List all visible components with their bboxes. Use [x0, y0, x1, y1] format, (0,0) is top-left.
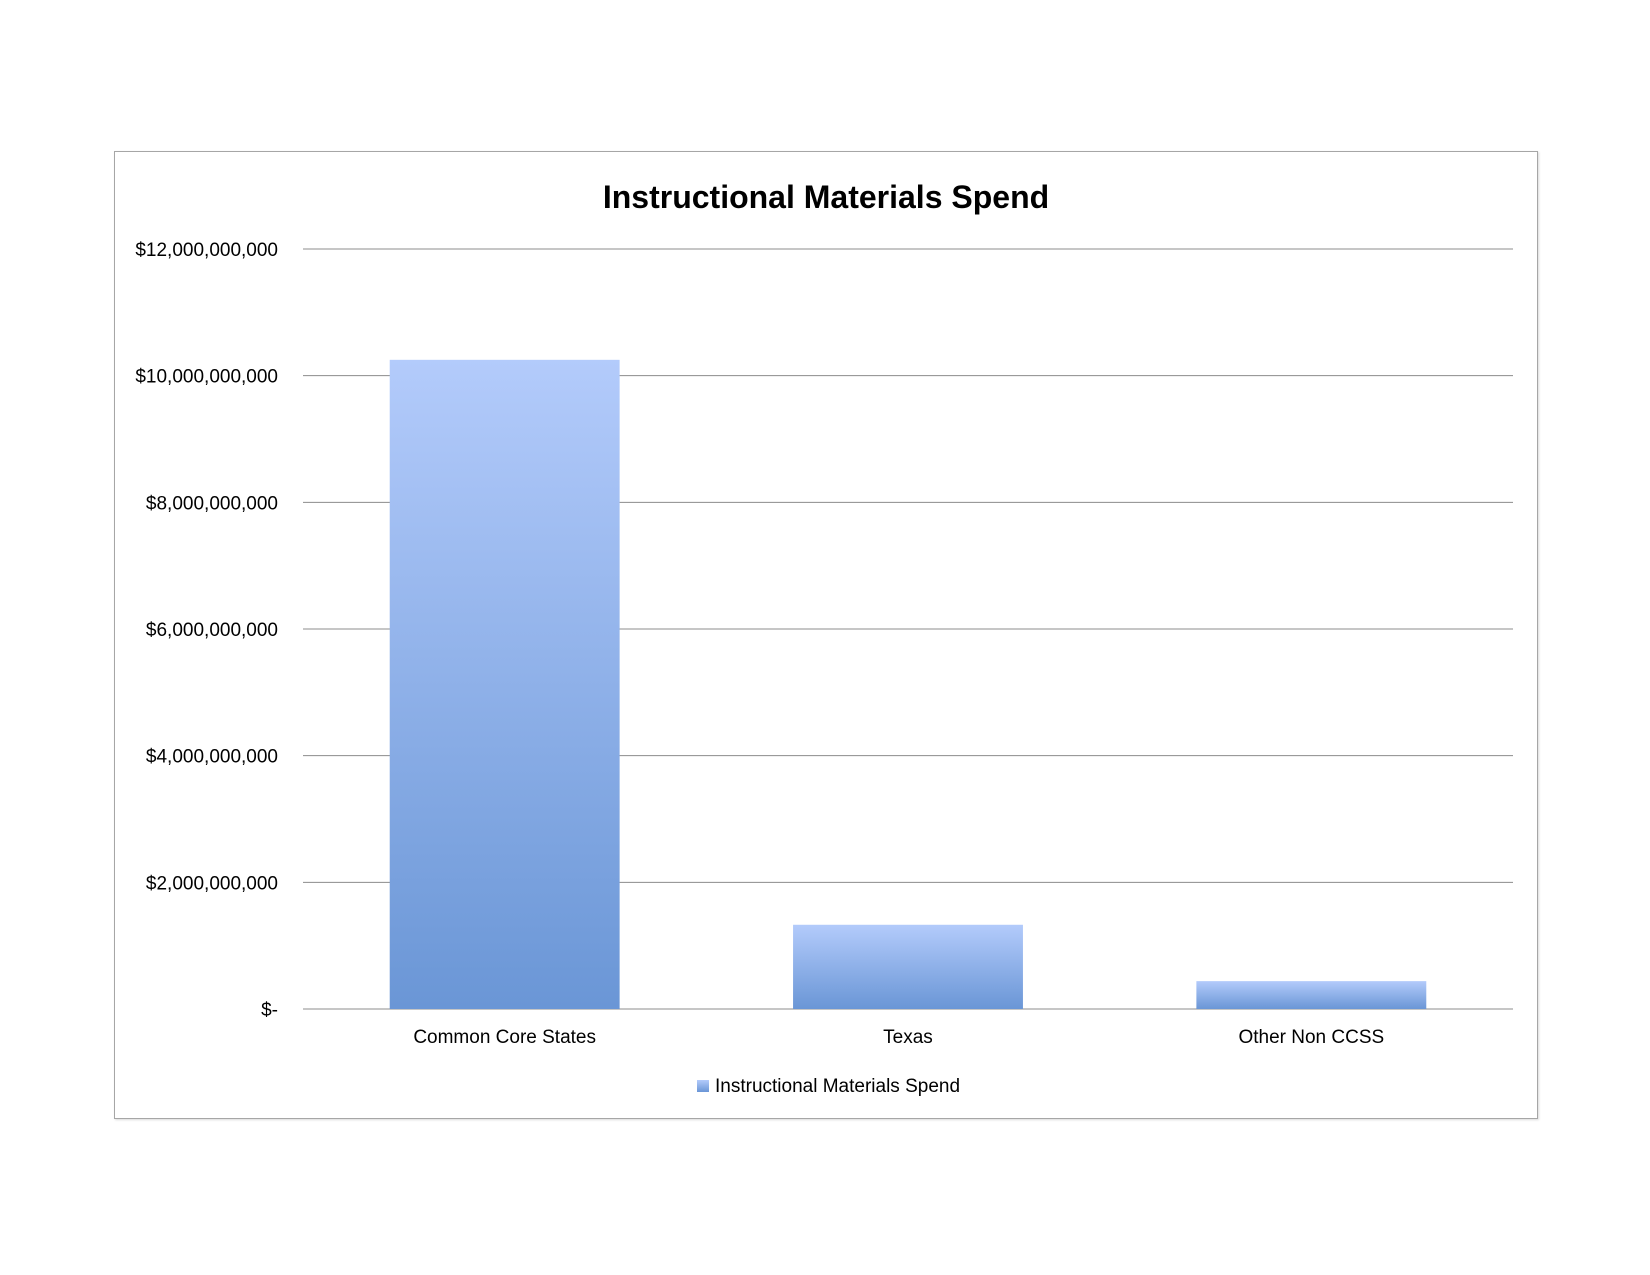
y-tick-label: $8,000,000,000 — [146, 493, 278, 514]
y-tick-label: $12,000,000,000 — [135, 240, 278, 261]
chart-frame: Instructional Materials Spend $- $2,000,0… — [114, 151, 1538, 1119]
bar — [389, 359, 620, 1009]
chart-title: Instructional Materials Spend — [603, 179, 1049, 215]
legend-swatch — [697, 1080, 709, 1092]
y-axis-tick-labels: $- $2,000,000,000 $4,000,000,000 $6,000,000… — [135, 240, 278, 1021]
y-tick-label: $6,000,000,000 — [146, 620, 278, 641]
bar — [793, 924, 1023, 1009]
bar — [1196, 981, 1427, 1009]
bars — [389, 359, 1427, 1009]
y-tick-label: $4,000,000,000 — [146, 747, 278, 768]
y-tick-label: $10,000,000,000 — [135, 367, 278, 388]
x-category-label: Common Core States — [413, 1027, 596, 1048]
x-category-label: Texas — [883, 1027, 933, 1048]
x-axis-category-labels: Common Core States Texas Other Non CCSS — [413, 1027, 1384, 1048]
bar-chart: Instructional Materials Spend $- $2,000,0… — [135, 179, 1513, 1097]
legend: Instructional Materials Spend — [697, 1076, 960, 1097]
y-tick-label: $- — [261, 1000, 278, 1021]
legend-label: Instructional Materials Spend — [715, 1076, 960, 1097]
y-tick-label: $2,000,000,000 — [146, 873, 278, 894]
x-category-label: Other Non CCSS — [1238, 1027, 1384, 1048]
